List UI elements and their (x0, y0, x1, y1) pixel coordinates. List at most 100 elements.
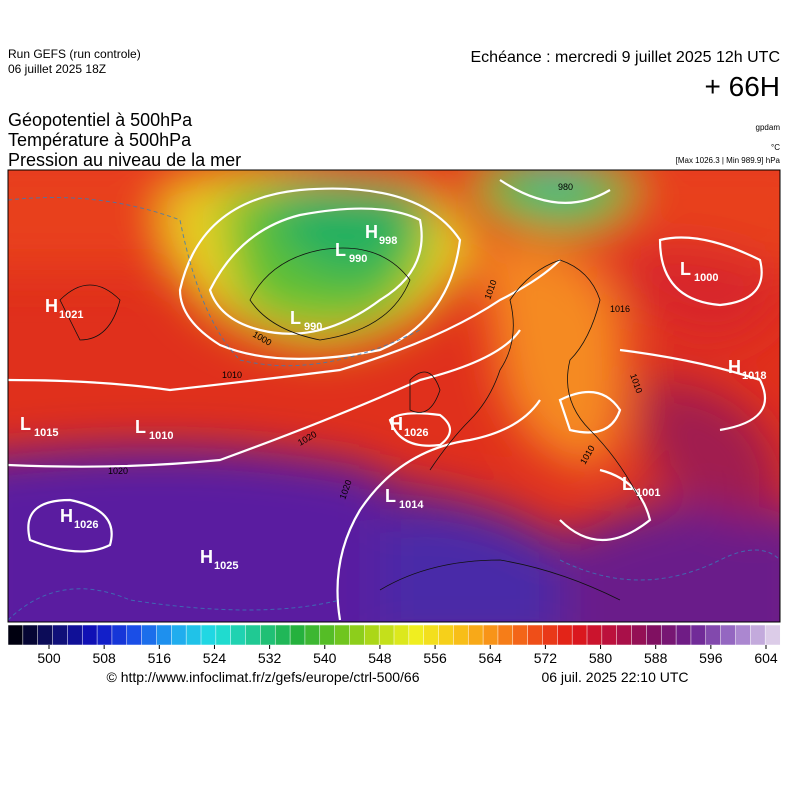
center-letter: L (680, 259, 691, 279)
center-letter: L (335, 240, 346, 260)
colorbar-swatch (274, 624, 291, 646)
colorbar-swatch (260, 624, 276, 646)
center-letter: H (390, 414, 403, 434)
issued: 06 juil. 2025 22:10 UTC (541, 669, 688, 685)
center-value: 1018 (742, 370, 766, 382)
colorbar-tick-label: 564 (479, 650, 503, 666)
center-value: 1021 (59, 309, 83, 321)
colorbar-swatch (423, 624, 440, 646)
colorbar-swatch (453, 624, 469, 646)
colorbar-swatch (616, 624, 633, 646)
colorbar-tick-label: 500 (37, 650, 61, 666)
colorbar-swatch (200, 624, 217, 646)
colorbar-swatch (750, 624, 766, 646)
colorbar-swatch (67, 624, 83, 646)
colorbar-swatch (660, 624, 677, 646)
center-letter: H (45, 296, 58, 316)
colorbar-swatch (764, 624, 781, 646)
colorbar-swatch (156, 624, 172, 646)
colorbar-swatch (497, 624, 514, 646)
center-letter: H (365, 222, 378, 242)
center-value: 1001 (636, 487, 660, 499)
center-letter: L (622, 474, 633, 494)
isobar-label: 1010 (222, 370, 242, 380)
colorbar-swatch (215, 624, 232, 646)
run-label: Run GEFS (run controle) (8, 47, 141, 61)
center-letter: H (728, 357, 741, 377)
colorbar-swatch (482, 624, 499, 646)
colorbar-swatch (185, 624, 202, 646)
unit-pressure: [Max 1026.3 | Min 989.9] hPa (676, 156, 781, 165)
center-value: 1014 (399, 499, 424, 511)
colorbar-tick-label: 540 (313, 650, 337, 666)
center-value: 1025 (214, 560, 238, 572)
isobar-label: 1020 (108, 466, 128, 476)
colorbar-tick-label: 572 (534, 650, 558, 666)
colorbar-swatch (571, 624, 588, 646)
run-date: 06 juillet 2025 18Z (8, 62, 106, 76)
colorbar-swatch (141, 624, 158, 646)
colorbar-swatch (37, 624, 54, 646)
colorbar-swatch (230, 624, 247, 646)
title-3: Pression au niveau de la mer (8, 150, 241, 170)
colorbar-swatch (512, 624, 529, 646)
center-value: 1015 (34, 427, 58, 439)
colorbar-tick-label: 604 (754, 650, 778, 666)
colorbar-tick-label: 516 (148, 650, 172, 666)
colorbar-tick-label: 556 (423, 650, 447, 666)
center-letter: H (200, 547, 213, 567)
unit-temperature: °C (771, 143, 780, 152)
colorbar-swatch (334, 624, 351, 646)
colorbar-swatch (690, 624, 707, 646)
colorbar-tick-label: 548 (368, 650, 392, 666)
colorbar-swatch (735, 624, 751, 646)
colorbar-swatch (720, 624, 737, 646)
colorbar-swatch (542, 624, 558, 646)
unit-geopotential: gpdam (756, 123, 781, 132)
colorbar-swatch (364, 624, 380, 646)
center-letter: L (385, 486, 396, 506)
colorbar-tick-label: 532 (258, 650, 282, 666)
center-letter: L (20, 414, 31, 434)
colorbar-swatch (7, 624, 24, 646)
colorbar: 500 508 516 524 532 540 548 556 564 572 580 588 596 6… (7, 624, 781, 666)
center-value: 1000 (694, 272, 718, 284)
colorbar-swatch (467, 624, 484, 646)
colorbar-swatch (111, 624, 128, 646)
colorbar-swatch (289, 624, 306, 646)
colorbar-swatch (557, 624, 573, 646)
center-letter: H (60, 506, 73, 526)
center-value: 1010 (149, 430, 173, 442)
center-value: 998 (379, 235, 397, 247)
colorbar-swatch (601, 624, 618, 646)
colorbar-swatch (631, 624, 647, 646)
colorbar-swatch (408, 624, 425, 646)
source: © http://www.infoclimat.fr/z/gefs/europe… (106, 669, 419, 685)
colorbar-swatch (22, 624, 39, 646)
center-value: 990 (349, 253, 367, 265)
center-value: 990 (304, 321, 322, 333)
isobar-label: 980 (558, 182, 573, 192)
colorbar-swatch (438, 624, 454, 646)
isobar-label: 1016 (610, 304, 630, 314)
colorbar-swatch (319, 624, 336, 646)
colorbar-tick-label: 596 (699, 650, 723, 666)
colorbar-swatch (646, 624, 662, 646)
colorbar-swatch (586, 624, 603, 646)
colorbar-swatch (675, 624, 692, 646)
colorbar-swatch (705, 624, 722, 646)
center-value: 1026 (404, 427, 428, 439)
center-letter: L (290, 308, 301, 328)
colorbar-tick-label: 524 (203, 650, 227, 666)
colorbar-swatch (81, 624, 98, 646)
title-1: Géopotentiel à 500hPa (8, 110, 193, 130)
center-letter: L (135, 417, 146, 437)
valid-time: Echéance : mercredi 9 juillet 2025 12h U… (471, 49, 781, 66)
coastlines (59, 247, 641, 601)
colorbar-tick-label: 580 (589, 650, 613, 666)
colorbar-swatch (171, 624, 187, 646)
colorbar-swatch (96, 624, 113, 646)
colorbar-swatch (378, 624, 395, 646)
colorbar-swatch (52, 624, 68, 646)
isobars (8, 179, 766, 621)
